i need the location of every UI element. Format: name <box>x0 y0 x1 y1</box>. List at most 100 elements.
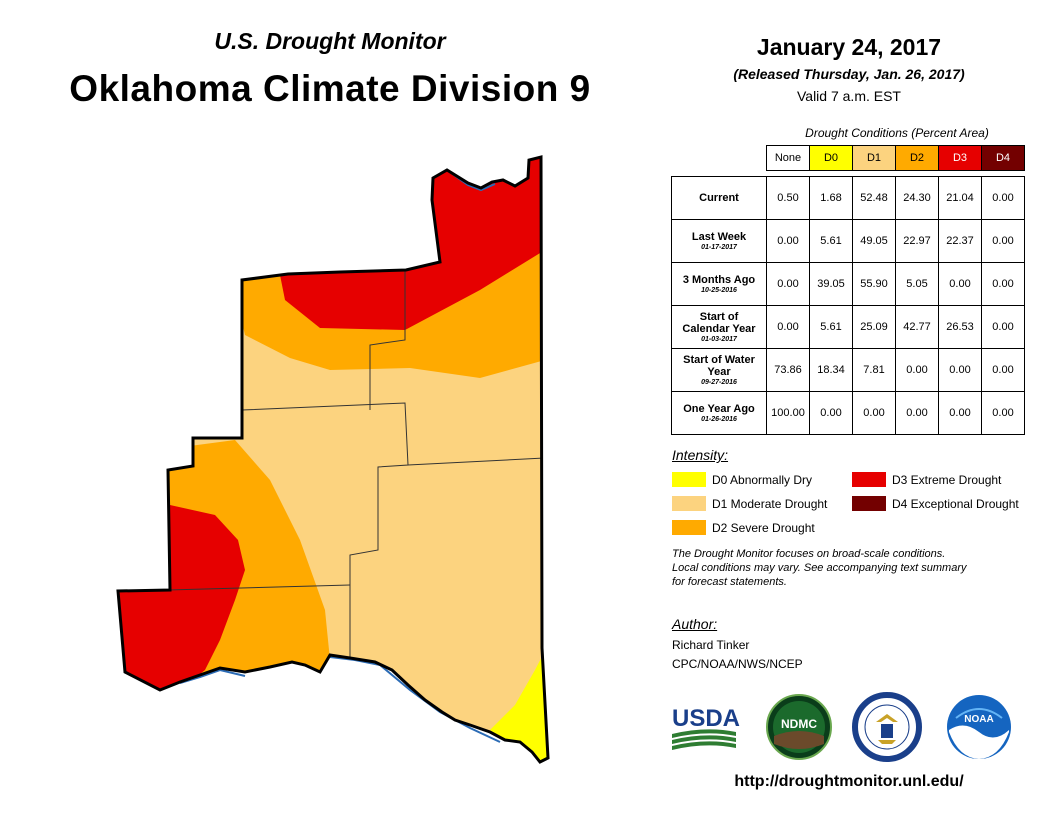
row-label-text: Current <box>699 192 739 204</box>
row-date: 01-26-2016 <box>701 415 737 423</box>
author-label: Author: <box>672 616 718 632</box>
author-name: Richard Tinker <box>672 638 750 652</box>
ndmc-logo: NDMC <box>766 694 832 760</box>
cell-d1: 55.90 <box>852 262 896 306</box>
legend-label: D3 Extreme Drought <box>892 472 1002 487</box>
legend-swatch <box>852 496 886 511</box>
table-row: 3 Months Ago 10-25-2016 0.00 39.05 55.90 5.05… <box>671 262 1025 306</box>
column-header-d4: D4 <box>981 145 1025 171</box>
legend-title: Intensity: <box>672 447 729 463</box>
row-label-text: One Year Ago <box>683 402 755 415</box>
cell-d4: 0.00 <box>981 262 1025 306</box>
legend-item-d3: D3 Extreme Drought <box>852 472 1001 487</box>
cell-d4: 0.00 <box>981 219 1025 263</box>
disclaimer-note: The Drought Monitor focuses on broad-sca… <box>672 547 1022 589</box>
cell-none: 0.00 <box>766 305 810 349</box>
legend-swatch <box>672 520 706 535</box>
row-label-text: Last Week <box>691 230 747 243</box>
release-date: (Released Thursday, Jan. 26, 2017) <box>733 66 965 82</box>
table-corner <box>672 146 767 171</box>
cell-d0: 0.00 <box>809 391 853 435</box>
legend-label: D0 Abnormally Dry <box>712 472 813 487</box>
cell-d2: 0.00 <box>895 348 939 392</box>
cell-d0: 18.34 <box>809 348 853 392</box>
cell-d4: 0.00 <box>981 348 1025 392</box>
legend-label: D1 Moderate Drought <box>712 496 828 511</box>
row-label: Last Week 01-17-2017 <box>671 219 767 263</box>
cell-d0: 5.61 <box>809 305 853 349</box>
cell-d2: 42.77 <box>895 305 939 349</box>
legend-item-d4: D4 Exceptional Drought <box>852 496 1019 511</box>
cell-d1: 7.81 <box>852 348 896 392</box>
noaa-logo-text: NOAA <box>964 714 993 725</box>
noaa-logo: NOAA <box>947 695 1011 759</box>
note-line: The Drought Monitor focuses on broad-sca… <box>672 548 946 560</box>
cell-d2: 24.30 <box>895 176 939 220</box>
cell-d4: 0.00 <box>981 305 1025 349</box>
cell-d4: 0.00 <box>981 176 1025 220</box>
note-line: Local conditions may vary. See accompany… <box>672 562 967 574</box>
table-caption: Drought Conditions (Percent Area) <box>805 126 989 140</box>
map-date: January 24, 2017 <box>756 34 942 60</box>
cell-none: 0.00 <box>766 219 810 263</box>
map-subtitle: U.S. Drought Monitor <box>214 28 446 54</box>
table-row: Start of Calendar Year 01-03-2017 0.00 5.61… <box>671 305 1025 349</box>
cell-d3: 0.00 <box>938 348 982 392</box>
cell-d0: 5.61 <box>809 219 853 263</box>
cell-d1: 52.48 <box>852 176 896 220</box>
note-line: for forecast statements. <box>672 576 787 588</box>
column-header-none: None <box>766 145 810 171</box>
cell-none: 0.00 <box>766 262 810 306</box>
legend-label: D4 Exceptional Drought <box>892 496 1019 511</box>
column-header-d0: D0 <box>809 145 853 171</box>
column-header-d3: D3 <box>938 145 982 171</box>
cell-d1: 0.00 <box>852 391 896 435</box>
column-header-d2: D2 <box>895 145 939 171</box>
table-row: Current 0.50 1.68 52.48 24.30 21.04 0.00 <box>671 176 1025 220</box>
row-date: 01-17-2017 <box>701 243 737 251</box>
cell-d3: 0.00 <box>938 262 982 306</box>
cell-d4: 0.00 <box>981 391 1025 435</box>
cell-d2: 0.00 <box>895 391 939 435</box>
cell-d2: 5.05 <box>895 262 939 306</box>
table-row: One Year Ago 01-26-2016 100.00 0.00 0.00 0.00… <box>671 391 1025 435</box>
legend-item-d2: D2 Severe Drought <box>672 520 815 535</box>
cell-d3: 26.53 <box>938 305 982 349</box>
cell-d0: 39.05 <box>809 262 853 306</box>
row-label: Start of Calendar Year 01-03-2017 <box>671 305 767 349</box>
commerce-seal-logo <box>852 692 922 762</box>
row-date: 09-27-2016 <box>701 378 737 386</box>
legend-swatch <box>672 472 706 487</box>
column-header-d1: D1 <box>852 145 896 171</box>
cell-d3: 0.00 <box>938 391 982 435</box>
legend-swatch <box>852 472 886 487</box>
row-date: 10-25-2016 <box>701 286 737 294</box>
cell-d0: 1.68 <box>809 176 853 220</box>
ndmc-logo-text: NDMC <box>781 717 817 731</box>
table-header-row: None D0 D1 D2 D3 D4 <box>672 145 1025 171</box>
usda-logo-text: USDA <box>672 705 740 732</box>
row-label-text: Start of Water Year <box>683 353 755 378</box>
cell-d3: 21.04 <box>938 176 982 220</box>
row-label: Start of Water Year 09-27-2016 <box>671 348 767 392</box>
website-url[interactable]: http://droughtmonitor.unl.edu/ <box>734 773 964 790</box>
legend-item-d1: D1 Moderate Drought <box>672 496 827 511</box>
row-date: 01-03-2017 <box>701 335 737 343</box>
table-row: Last Week 01-17-2017 0.00 5.61 49.05 22.97 22.… <box>671 219 1025 263</box>
map-title: Oklahoma Climate Division 9 <box>69 68 591 109</box>
author-org: CPC/NOAA/NWS/NCEP <box>672 657 803 671</box>
cell-none: 100.00 <box>766 391 810 435</box>
table-row: Start of Water Year 09-27-2016 73.86 18.34 7… <box>671 348 1025 392</box>
cell-d1: 49.05 <box>852 219 896 263</box>
row-label-text: 3 Months Ago <box>682 273 756 286</box>
row-label: 3 Months Ago 10-25-2016 <box>671 262 767 306</box>
row-label: One Year Ago 01-26-2016 <box>671 391 767 435</box>
row-label: Current <box>671 176 767 220</box>
row-label-text: Start of Calendar Year <box>682 310 756 335</box>
cell-none: 73.86 <box>766 348 810 392</box>
usda-logo: USDA <box>672 705 740 750</box>
legend-label: D2 Severe Drought <box>712 520 815 535</box>
cell-d2: 22.97 <box>895 219 939 263</box>
legend-swatch <box>672 496 706 511</box>
